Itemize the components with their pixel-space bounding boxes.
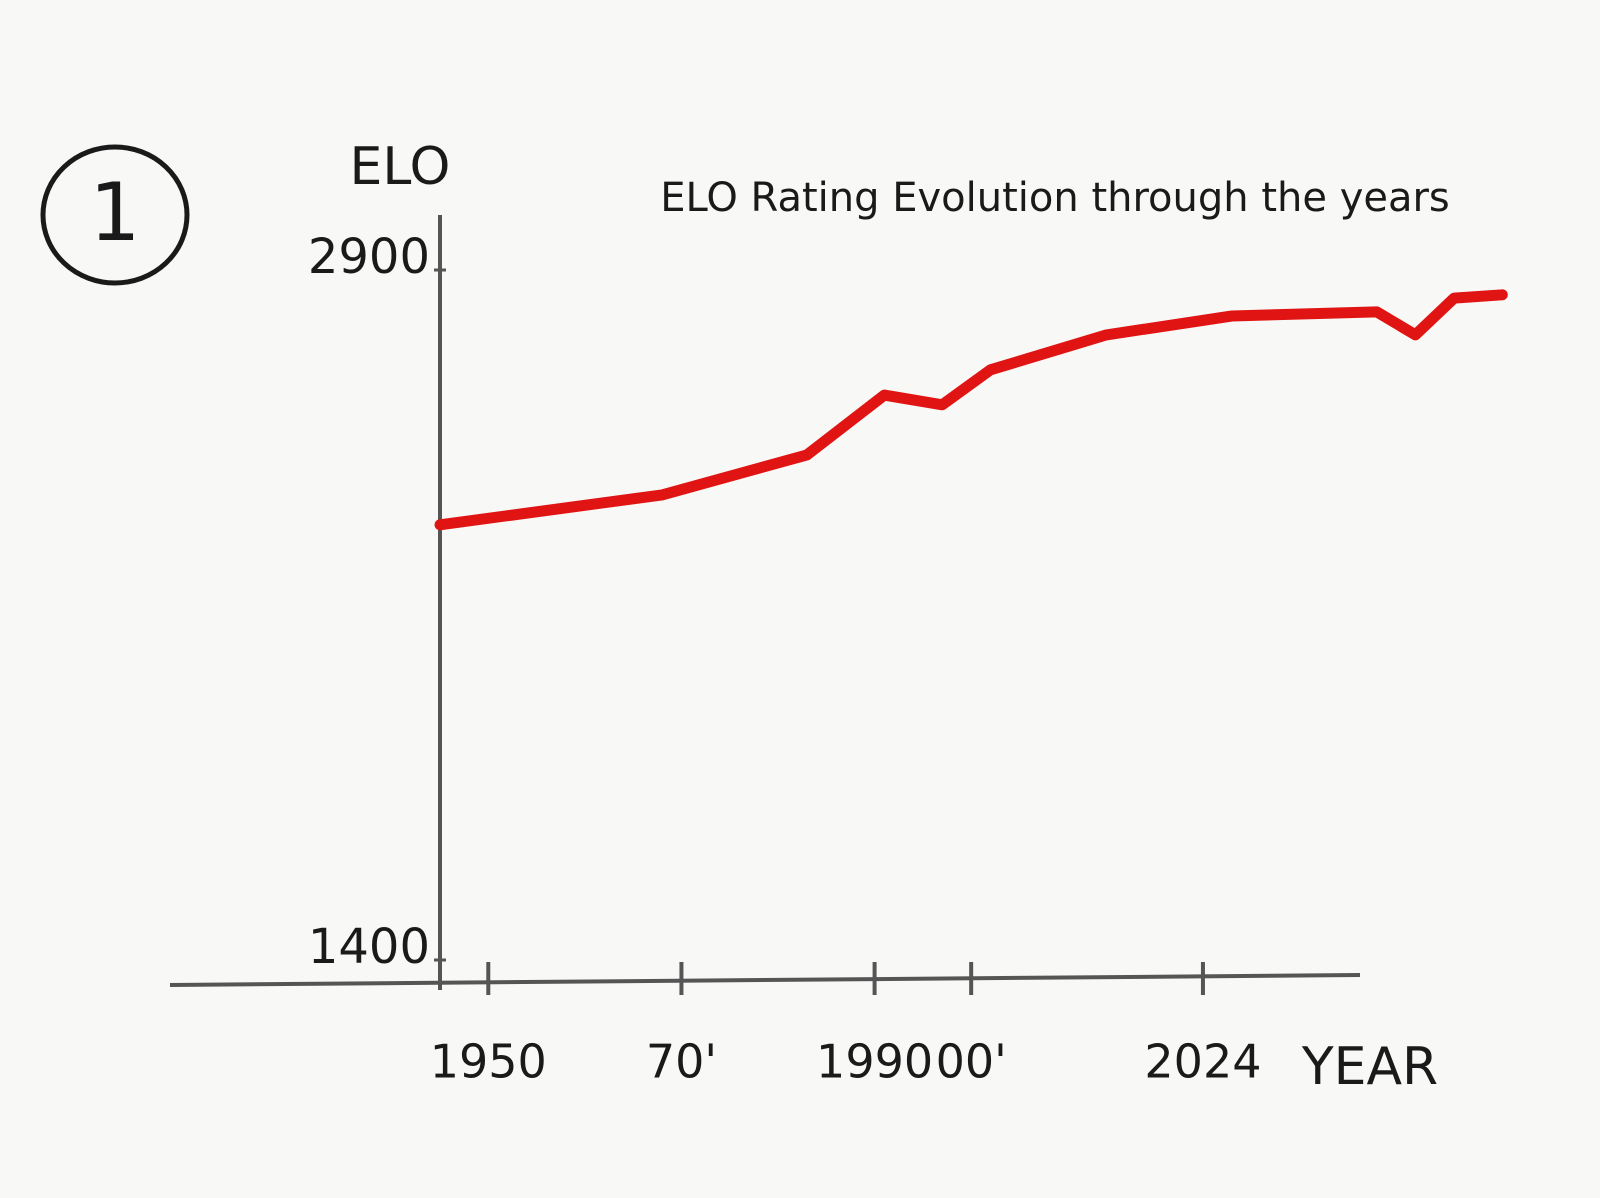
x-tick-label: 1950: [430, 1035, 547, 1089]
annotation: 1: [90, 166, 141, 259]
x-axis-label: YEAR: [1301, 1037, 1438, 1097]
y-tick-label: 1400: [308, 919, 430, 975]
x-tick-label: 2024: [1144, 1035, 1261, 1089]
y-tick-label: 2900: [308, 229, 430, 285]
x-tick-label: 1990: [816, 1035, 933, 1089]
data-line: [434, 289, 1508, 531]
annotation-circle: [40, 144, 190, 286]
y-axis-label: ELO: [350, 137, 451, 197]
x-axis: [169, 973, 1361, 987]
x-tick-label: 70': [646, 1035, 717, 1089]
x-tick-label: 00': [936, 1035, 1007, 1089]
chart-title: ELO Rating Evolution through the years: [660, 175, 1450, 221]
